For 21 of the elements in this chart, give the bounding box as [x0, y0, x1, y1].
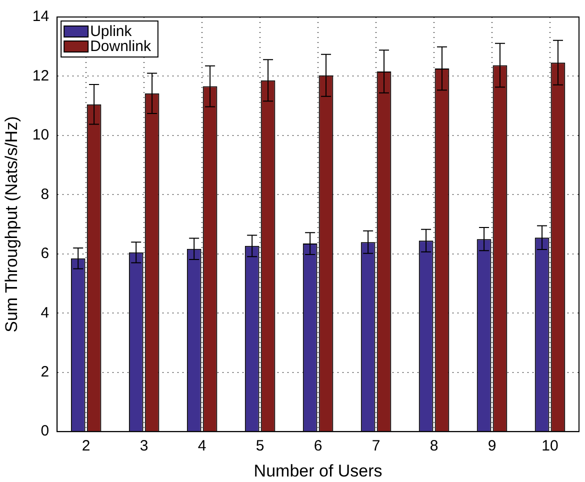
x-tick-label: 9: [488, 438, 496, 455]
x-tick-label: 5: [256, 438, 264, 455]
y-tick-label: 2: [40, 364, 50, 381]
y-axis-title: Sum Throughput (Nats/s/Hz): [2, 116, 21, 332]
y-tick-label: 14: [32, 8, 50, 26]
x-tick-label: 3: [140, 438, 148, 455]
y-tick-label: 8: [40, 186, 50, 203]
y-tick-label: 0: [40, 422, 50, 440]
x-tick-label: 6: [314, 438, 322, 455]
y-tick-label: 6: [40, 245, 50, 262]
x-tick-label: 10: [542, 438, 558, 455]
x-tick-label: 8: [430, 438, 438, 455]
x-tick-label: 7: [372, 438, 380, 455]
y-tick-label: 12: [32, 67, 50, 84]
y-tick-label: 10: [32, 126, 50, 144]
legend-label: Downlink: [90, 38, 152, 56]
x-tick-label: 4: [198, 438, 206, 455]
x-axis-title: Number of Users: [254, 461, 382, 480]
x-tick-label: 2: [82, 438, 90, 455]
y-tick-label: 4: [40, 304, 50, 322]
legend-label: Uplink: [90, 23, 132, 40]
